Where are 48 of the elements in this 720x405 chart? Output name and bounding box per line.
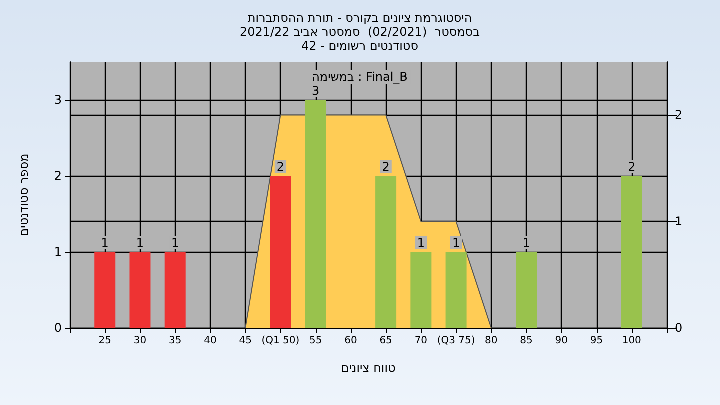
x-tick-label: 60 (344, 336, 358, 346)
data-label: 2 (276, 160, 285, 174)
bar (130, 252, 151, 328)
chart-subtitle: בסמסטר (02/2021) סמסטר אביב 2021/22 סטודנטים רשומים - 42 (240, 25, 480, 53)
y2-tick-label: 2 (675, 108, 683, 122)
data-label: 1 (136, 236, 144, 250)
y-tick-label: 1 (54, 245, 62, 259)
y-tick-label: 2 (54, 169, 62, 183)
y-axis-title: מספר סטודנטים (17, 154, 31, 236)
x-tick-label: 35 (168, 336, 182, 346)
y2-tick-label: 1 (675, 214, 683, 229)
data-label: 2 (382, 160, 390, 174)
y2-tick-label: 0 (675, 321, 683, 335)
bar (621, 176, 642, 328)
data-label: 1 (452, 236, 460, 250)
x-tick-label: 100 (622, 336, 642, 346)
y-tick-label: 0 (54, 321, 62, 335)
bar (305, 100, 326, 328)
bar (516, 252, 538, 328)
bar (270, 176, 292, 328)
bar (94, 252, 116, 328)
x-tick-label: 25 (98, 336, 112, 346)
x-axis-title: טווח ציונים (341, 361, 396, 375)
x-tick-label: 95 (590, 336, 604, 346)
bar (376, 176, 397, 328)
x-tick-label: (Q3 75) (437, 336, 476, 346)
data-label: 3 (312, 84, 320, 98)
x-tick-label: 90 (555, 336, 568, 346)
data-label: 1 (172, 236, 180, 250)
data-label: 2 (628, 160, 636, 174)
x-tick-label: 30 (134, 336, 147, 346)
x-tick-label: 80 (485, 336, 498, 346)
data-label: 1 (417, 236, 425, 250)
chart-title: היסטוגרמת ציונים בקורס - תורת ההסתברות (248, 11, 472, 25)
x-tick-label: 70 (414, 336, 428, 346)
data-label: 1 (101, 236, 109, 250)
x-tick-label: 45 (239, 336, 252, 346)
y-tick-label: 3 (54, 93, 62, 107)
x-tick-label: 85 (520, 336, 533, 346)
annotation: במשימה : Final_B (312, 70, 408, 84)
data-label: 1 (522, 236, 530, 250)
x-tick-label: (Q1 50) (262, 336, 300, 346)
x-tick-label: 55 (309, 336, 322, 346)
bar (410, 252, 432, 328)
bar (446, 252, 467, 328)
bar (164, 252, 186, 328)
x-tick-label: 40 (204, 336, 217, 346)
x-tick-label: 65 (380, 336, 392, 346)
